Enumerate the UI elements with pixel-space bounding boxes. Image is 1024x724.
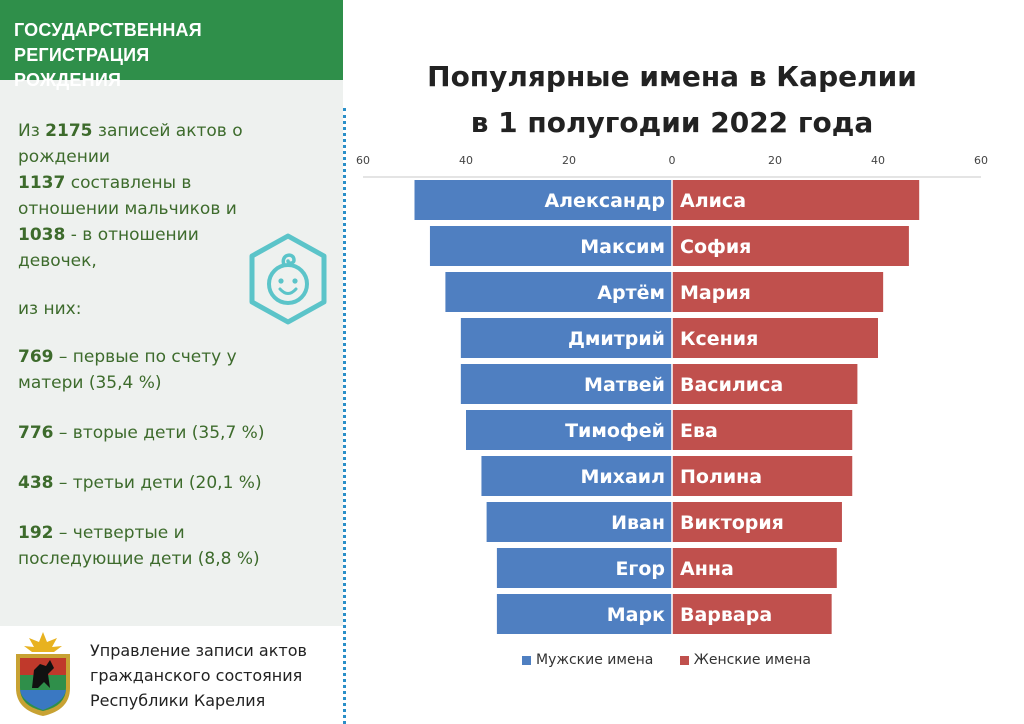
stat-line: рождении <box>18 147 110 167</box>
axis-tick-label: 40 <box>871 154 885 167</box>
header-line-1: ГОСУДАРСТВЕННАЯ РЕГИСТРАЦИЯ <box>14 20 202 65</box>
axis-tick-label: 0 <box>669 154 676 167</box>
bar-label-male: Артём <box>597 282 665 304</box>
chart-title-line-2: в 1 полугодии 2022 года <box>470 106 874 139</box>
axis-tick-label: 40 <box>459 154 473 167</box>
bar-male <box>496 548 672 588</box>
organization-name: Управление записи актов гражданского сос… <box>90 638 340 713</box>
bar-label-female: Виктория <box>680 512 784 534</box>
bar-female <box>672 456 853 496</box>
org-line-3: Республики Карелия <box>90 691 266 710</box>
stat-line: Из 2175 записей актов о <box>18 121 243 141</box>
bar-female <box>672 594 832 634</box>
bar-label-female: Варвара <box>680 604 772 626</box>
axis-tick-label: 20 <box>768 154 782 167</box>
bar-label-male: Тимофей <box>565 420 665 442</box>
bar-female <box>672 548 837 588</box>
chart-legend: Мужские имена Женские имена <box>522 652 833 669</box>
bar-male <box>466 410 672 450</box>
stat-second-children: 776 – вторые дети (35,7 %) <box>18 423 265 443</box>
bar-label-male: Александр <box>544 190 665 212</box>
stat-first-children: 769 – первые по счету у <box>18 347 237 367</box>
stat-line: 1137 составлены в <box>18 173 192 193</box>
stat-line: отношении мальчиков и <box>18 199 237 219</box>
axis-tick-label: 60 <box>974 154 988 167</box>
bar-female <box>672 226 909 266</box>
axis-tick-label: 60 <box>356 154 370 167</box>
chart-title: Популярные имена в Карелии в 1 полугодии… <box>362 54 982 146</box>
bar-label-female: София <box>680 236 751 258</box>
axis-tick-label: 20 <box>562 154 576 167</box>
stat-line: последующие дети (8,8 %) <box>18 549 260 569</box>
header-line-2: РОЖДЕНИЯ <box>14 70 122 90</box>
bar-label-male: Матвей <box>584 374 665 396</box>
bar-female <box>672 502 842 542</box>
bar-male <box>429 226 672 266</box>
bar-female <box>672 364 858 404</box>
bar-label-male: Марк <box>607 604 665 626</box>
stat-line: девочек, <box>18 251 97 271</box>
footer: Управление записи актов гражданского сос… <box>0 626 343 724</box>
bar-label-female: Алиса <box>680 190 746 212</box>
bar-male <box>460 364 672 404</box>
bar-label-male: Максим <box>580 236 665 258</box>
legend-item-female: Женские имена <box>679 652 811 668</box>
bar-label-male: Егор <box>615 558 665 580</box>
stat-third-children: 438 – третьи дети (20,1 %) <box>18 473 262 493</box>
bar-male <box>486 502 672 542</box>
baby-face-icon <box>249 233 327 325</box>
stat-line: из них: <box>18 299 82 319</box>
bar-label-female: Ева <box>680 420 718 442</box>
bar-label-female: Василиса <box>680 374 783 396</box>
bar-male <box>445 272 672 312</box>
legend-label-male: Мужские имена <box>536 652 654 668</box>
karelia-coat-of-arms-icon <box>16 632 70 716</box>
stat-line: 1038 - в отношении <box>18 225 199 245</box>
bar-label-female: Ксения <box>680 328 758 350</box>
legend-swatch-female <box>679 655 689 665</box>
names-bar-chart: 60 40 20 0 20 40 60 Александр Максим Артём Дмитрий… <box>356 154 988 634</box>
bar-female <box>672 410 853 450</box>
stats-text: Из 2175 записей актов о рождении 1137 со… <box>18 118 318 572</box>
bar-label-female: Мария <box>680 282 751 304</box>
bar-label-female: Анна <box>680 558 734 580</box>
legend-item-male: Мужские имена <box>522 652 653 668</box>
bar-male <box>460 318 672 358</box>
bar-female <box>672 272 884 312</box>
bar-female <box>672 180 920 220</box>
legend-swatch-male <box>522 655 531 665</box>
bar-label-male: Михаил <box>580 466 665 488</box>
left-panel: ГОСУДАРСТВЕННАЯ РЕГИСТРАЦИЯ РОЖДЕНИЯ Из … <box>0 0 343 724</box>
stat-fourth-children: 192 – четвертые и <box>18 523 185 543</box>
bar-male <box>496 594 672 634</box>
legend-label-female: Женские имена <box>693 652 811 668</box>
section-header: ГОСУДАРСТВЕННАЯ РЕГИСТРАЦИЯ РОЖДЕНИЯ <box>0 0 343 90</box>
bar-male <box>481 456 672 496</box>
org-line-1: Управление записи актов <box>90 641 307 660</box>
stat-line: матери (35,4 %) <box>18 373 162 393</box>
org-line-2: гражданского состояния <box>90 666 303 685</box>
bar-female <box>672 318 878 358</box>
bar-male <box>414 180 672 220</box>
bar-label-male: Дмитрий <box>568 328 665 350</box>
chart-title-line-1: Популярные имена в Карелии <box>427 60 917 93</box>
bar-label-male: Иван <box>611 512 665 534</box>
dotted-divider <box>343 108 346 724</box>
bar-label-female: Полина <box>680 466 762 488</box>
